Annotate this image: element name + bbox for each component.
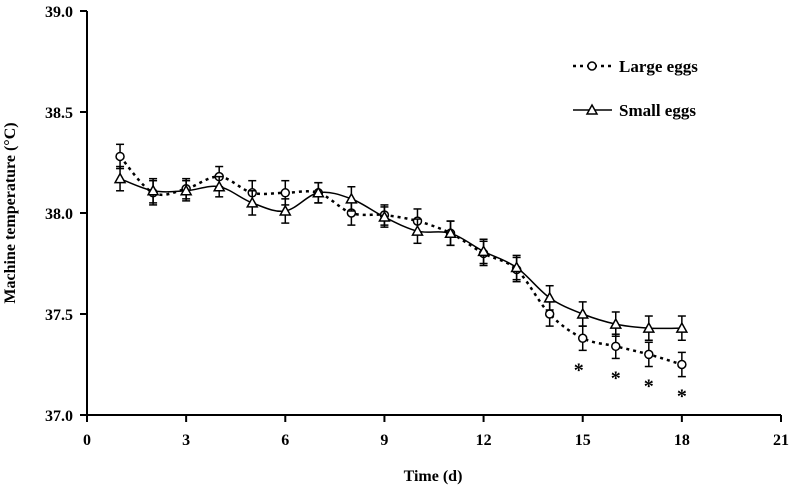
significance-mark: * — [644, 376, 654, 398]
data-point — [611, 341, 621, 352]
axes: 0 3 6 9 12 15 18 21 37.0 37.5 38.0 38.5 39.0 — [45, 4, 789, 449]
significance-markers: * * * * — [574, 359, 687, 407]
y-tick-label: 37.0 — [45, 408, 73, 425]
x-tick-label: 0 — [83, 432, 91, 449]
x-tick-label: 3 — [182, 432, 190, 449]
legend-item-large-eggs: Large eggs — [573, 57, 698, 76]
legend-item-small-eggs: Small eggs — [573, 101, 696, 120]
data-point — [444, 226, 457, 238]
data-point — [113, 172, 127, 184]
x-tick-label: 15 — [575, 432, 591, 449]
data-point — [477, 244, 490, 257]
series-large-eggs — [115, 143, 687, 378]
data-point — [576, 307, 589, 319]
x-axis-title: Time (d) — [404, 468, 463, 485]
x-tick-label: 18 — [674, 432, 690, 449]
data-point — [510, 260, 523, 273]
x-tick-label: 21 — [773, 432, 789, 449]
data-point — [345, 192, 358, 204]
data-point — [544, 309, 555, 319]
series-line-small-eggs — [119, 177, 682, 330]
x-tick-label: 6 — [281, 432, 289, 449]
y-tick-label: 37.5 — [45, 307, 73, 324]
significance-mark: * — [574, 359, 584, 381]
data-point — [280, 188, 291, 198]
data-point — [543, 291, 556, 303]
legend: Large eggs Small eggs — [573, 57, 698, 120]
data-point — [312, 186, 325, 198]
data-point — [577, 333, 588, 343]
series-small-eggs — [113, 165, 689, 342]
data-point — [115, 151, 125, 162]
legend-marker-circle — [587, 61, 597, 71]
legend-label-large-eggs: Large eggs — [619, 57, 698, 76]
x-tick-label: 12 — [476, 432, 492, 449]
series-layer — [113, 143, 689, 378]
significance-mark: * — [677, 386, 687, 408]
data-point — [677, 359, 687, 370]
data-point — [279, 204, 292, 216]
data-point — [642, 321, 656, 333]
legend-label-small-eggs: Small eggs — [619, 101, 696, 120]
data-point — [609, 317, 623, 329]
legend-marker-triangle — [585, 103, 599, 115]
data-point — [146, 184, 160, 196]
significance-mark: * — [611, 367, 621, 389]
data-point — [644, 349, 654, 360]
y-tick-label: 38.0 — [45, 206, 73, 223]
y-tick-label: 39.0 — [45, 4, 73, 21]
data-point — [245, 196, 259, 208]
y-axis-title: Machine temperature (°C) — [2, 122, 19, 303]
data-point — [179, 184, 193, 196]
x-tick-label: 9 — [380, 432, 388, 449]
data-point — [411, 224, 424, 236]
data-point — [378, 210, 391, 222]
y-tick-label: 38.5 — [45, 105, 73, 122]
data-point — [212, 180, 226, 192]
data-point — [675, 321, 689, 333]
